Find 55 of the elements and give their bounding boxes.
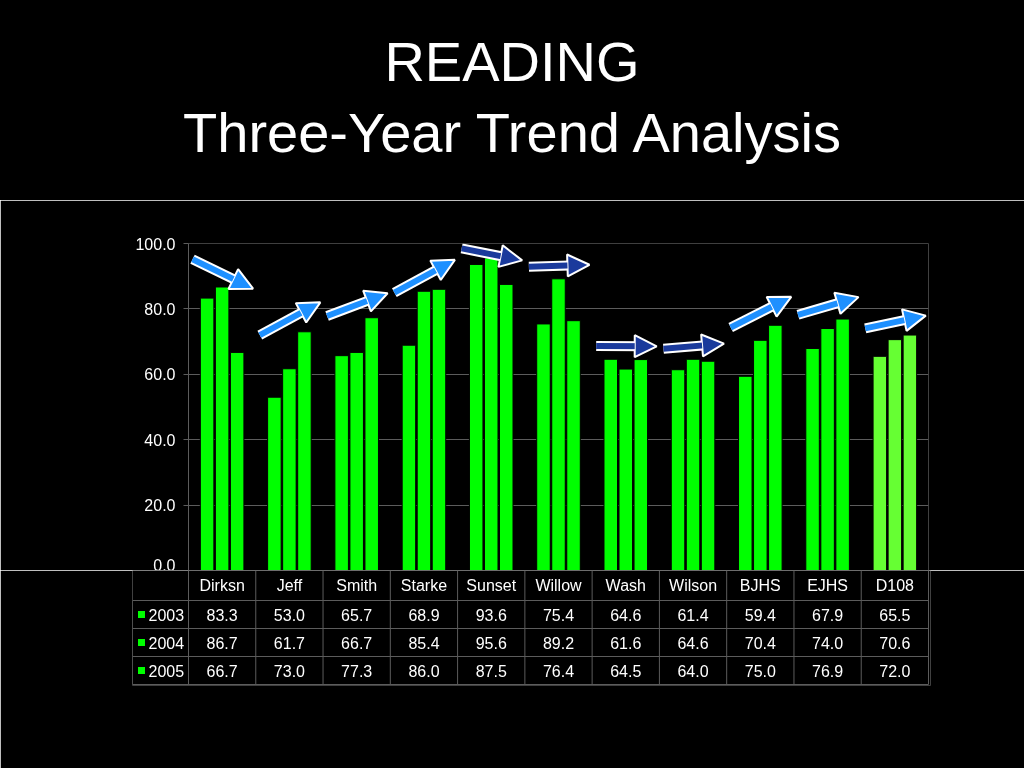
y-tick-label: 60.0 — [144, 366, 176, 384]
data-label: 61.4 — [677, 606, 709, 624]
x-tick-label: D108 — [875, 577, 915, 594]
data-label: 61.7 — [273, 634, 306, 652]
y-tick-label: 80.0 — [144, 300, 176, 318]
x-tick-label: BJHS — [739, 577, 781, 594]
data-label: 76.4 — [542, 662, 575, 680]
data-label: 70.4 — [744, 634, 776, 652]
data-label: 68.9 — [408, 606, 440, 624]
data-label: 95.6 — [475, 634, 507, 652]
y-tick-label: 100.0 — [135, 235, 176, 253]
data-label: 73.0 — [273, 662, 306, 680]
data-label: 53.0 — [273, 606, 306, 624]
data-label: 86.7 — [206, 634, 238, 652]
x-tick-label: Smith — [336, 577, 378, 594]
data-label: 76.9 — [812, 662, 844, 680]
x-tick-label: Wash — [605, 577, 646, 594]
data-label: 66.7 — [341, 634, 373, 652]
data-label: 75.0 — [744, 662, 776, 680]
x-tick-label: Willow — [535, 577, 583, 594]
data-label: 64.0 — [677, 662, 709, 680]
data-label: 64.5 — [610, 662, 642, 680]
x-tick-label: Dirksn — [199, 577, 245, 594]
data-label: 65.7 — [341, 606, 373, 624]
data-label: 83.3 — [206, 606, 238, 624]
x-tick-label: Starke — [400, 577, 448, 594]
chart-subtitle: Three-Year Trend Analysis — [183, 100, 841, 166]
data-label: 67.9 — [812, 606, 844, 624]
x-tick-label: EJHS — [807, 577, 849, 594]
legend-label: 2004 — [148, 634, 185, 652]
data-label: 64.6 — [677, 634, 709, 652]
data-label: 77.3 — [341, 662, 373, 680]
data-label: 70.6 — [879, 634, 911, 652]
data-label: 75.4 — [542, 606, 575, 624]
data-label: 86.0 — [408, 662, 440, 680]
data-label: 85.4 — [408, 634, 440, 652]
data-label: 61.6 — [610, 634, 642, 652]
chart-title: READING — [383, 29, 641, 95]
x-tick-label: Wilson — [669, 577, 718, 594]
data-label: 87.5 — [475, 662, 507, 680]
data-label: 72.0 — [879, 662, 911, 680]
data-label: 66.7 — [206, 662, 238, 680]
legend-label: 2005 — [148, 662, 185, 680]
data-label: 59.4 — [744, 606, 776, 624]
data-label: 64.6 — [610, 606, 642, 624]
data-label: 89.2 — [542, 634, 575, 652]
x-tick-label: Jeff — [276, 577, 303, 594]
y-tick-label: 0.0 — [153, 556, 176, 574]
x-tick-label: Sunset — [466, 577, 517, 594]
y-tick-label: 40.0 — [144, 431, 176, 449]
data-label: 74.0 — [812, 634, 844, 652]
y-tick-label: 20.0 — [144, 497, 176, 515]
data-label: 93.6 — [475, 606, 507, 624]
data-label: 65.5 — [879, 606, 911, 624]
legend-label: 2003 — [148, 606, 185, 624]
